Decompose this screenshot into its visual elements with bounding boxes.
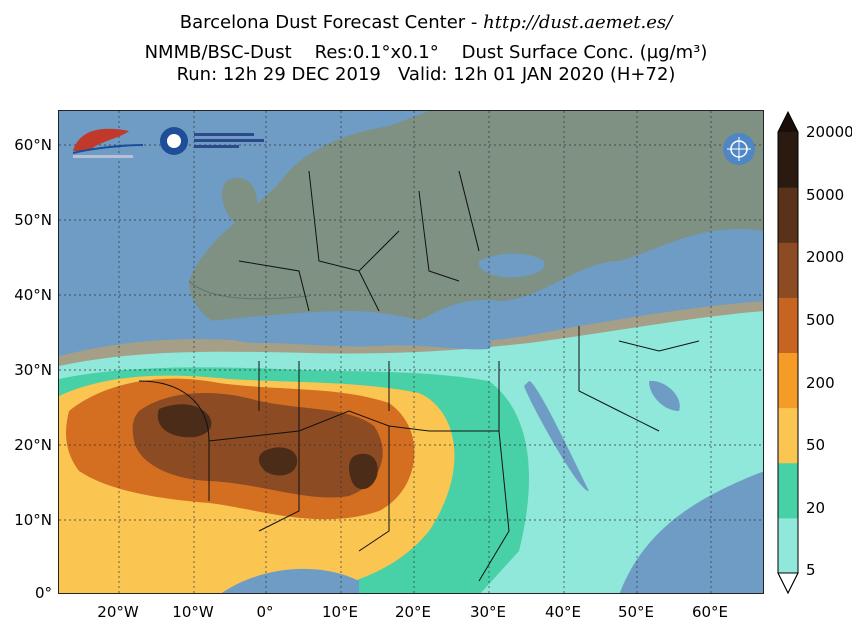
lat-label-50n: 50°N (14, 211, 52, 229)
lon-label-20w: 20°W (97, 603, 139, 621)
wmo-emblem (723, 133, 755, 165)
legend-label-50: 50 (806, 436, 826, 454)
legend-label-20: 20 (806, 499, 826, 517)
land-europe (189, 111, 763, 333)
chart-title-line-3: Run: 12h 29 DEC 2019 Valid: 12h 01 JAN 2… (176, 64, 676, 85)
dust-core-3 (349, 453, 378, 490)
chart-title-line-2: NMMB/BSC-Dust Res:0.1°x0.1° Dust Surface… (144, 42, 708, 63)
sea-mediterranean (209, 311, 492, 350)
title-url: http://dust.aemet.es/ (483, 12, 673, 33)
lat-label-0: 0° (34, 584, 52, 602)
land-britain (221, 177, 258, 225)
dust-core-1 (157, 404, 212, 438)
colorbar-segment-4 (778, 297, 798, 353)
legend-label-2000: 2000 (806, 248, 845, 266)
colorbar-segment-7 (778, 132, 798, 188)
colorbar (777, 110, 799, 595)
colorbar-segment-2 (778, 407, 798, 464)
lat-label-30n: 30°N (14, 361, 52, 379)
colorbar-segment-5 (778, 242, 798, 298)
sea-guinea (222, 568, 359, 593)
colorbar-segment-3 (778, 352, 798, 409)
lon-label-10w: 10°W (172, 603, 214, 621)
wmo-barcelona-center-logo (160, 127, 264, 155)
chart-title-line-1: Barcelona Dust Forecast Center - http://… (0, 12, 852, 33)
sea-red (524, 381, 589, 492)
colorbar-segment-0 (778, 517, 798, 574)
colorbar-segment-1 (778, 462, 798, 519)
dust-core-2 (258, 447, 298, 476)
sea-persian-gulf (649, 380, 680, 411)
map-canvas (59, 111, 763, 593)
lon-label-50e: 50°E (617, 603, 655, 621)
lon-label-60e: 60°E (691, 603, 729, 621)
colorbar-segment-6 (778, 187, 798, 243)
dust-forecast-map (58, 110, 764, 594)
legend-label-500: 500 (806, 311, 835, 329)
colorbar-outline (777, 110, 799, 595)
lon-label-40e: 40°E (544, 603, 582, 621)
lat-label-20n: 20°N (14, 436, 52, 454)
graticule (59, 111, 763, 593)
colorbar-segments (777, 110, 799, 595)
sea-arabian (619, 471, 763, 593)
lon-label-0: 0° (256, 603, 274, 621)
colorbar-extend-min (777, 572, 799, 595)
coast-line (188, 280, 310, 300)
legend-label-5: 5 (806, 561, 816, 579)
lon-label-20e: 20°E (394, 603, 432, 621)
lat-label-10n: 10°N (14, 511, 52, 529)
legend-label-5000: 5000 (806, 186, 845, 204)
lat-label-40n: 40°N (14, 286, 52, 304)
sea-black (478, 253, 545, 278)
legend-label-20000: 20000 (806, 123, 852, 141)
legend-label-200: 200 (806, 374, 835, 392)
lat-label-60n: 60°N (14, 136, 52, 154)
sea-caspian (613, 261, 632, 316)
lon-label-30e: 30°E (469, 603, 507, 621)
country-borders (138, 170, 700, 582)
colorbar-extend-max (778, 112, 798, 132)
aemet-logo (72, 128, 144, 158)
lon-label-10e: 10°E (321, 603, 359, 621)
title-prefix: Barcelona Dust Forecast Center - (179, 12, 484, 33)
